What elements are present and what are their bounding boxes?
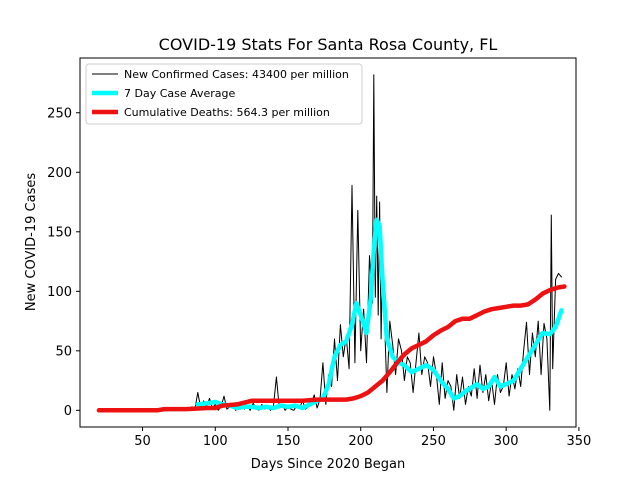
x-axis: 50 100 150 200 250 300 350 (134, 427, 591, 449)
y-tick-label: 250 (47, 106, 72, 121)
y-tick-label: 100 (47, 285, 72, 300)
plot-frame (79, 57, 577, 428)
legend: New Confirmed Cases: 43400 per million 7 … (85, 63, 363, 125)
y-tick-label: 200 (47, 166, 72, 181)
y-axis: 0 50 100 150 200 250 (47, 106, 80, 419)
y-tick-label: 0 (64, 404, 72, 419)
x-tick-label: 200 (348, 434, 373, 449)
seven-day-average-line (195, 217, 564, 411)
legend-entry: Cumulative Deaths: 564.3 per million (124, 106, 330, 119)
y-axis-label: New COVID-19 Cases (24, 173, 39, 311)
legend-entry: New Confirmed Cases: 43400 per million (124, 68, 349, 81)
x-tick-label: 100 (203, 434, 228, 449)
cumulative-deaths-line (96, 284, 567, 413)
chart-title: COVID-19 Stats For Santa Rosa County, FL (159, 35, 498, 54)
legend-entry: 7 Day Case Average (124, 87, 236, 100)
x-tick-label: 50 (134, 434, 151, 449)
series-layer (96, 74, 567, 413)
x-tick-label: 150 (276, 434, 301, 449)
x-axis-label: Days Since 2020 Began (251, 457, 406, 472)
x-tick-label: 300 (494, 434, 519, 449)
x-tick-label: 250 (421, 434, 446, 449)
legend-box (85, 63, 363, 125)
y-tick-label: 50 (55, 344, 72, 359)
new-cases-line (98, 74, 562, 411)
x-tick-label: 350 (566, 434, 591, 449)
y-tick-label: 150 (47, 225, 72, 240)
